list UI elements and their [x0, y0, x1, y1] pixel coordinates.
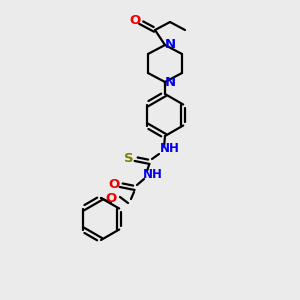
Text: O: O [108, 178, 120, 190]
Text: O: O [105, 191, 117, 205]
Text: N: N [164, 76, 175, 89]
Text: NH: NH [160, 142, 180, 155]
Text: S: S [124, 152, 134, 164]
Text: NH: NH [143, 167, 163, 181]
Text: N: N [164, 38, 175, 50]
Text: O: O [129, 14, 141, 28]
